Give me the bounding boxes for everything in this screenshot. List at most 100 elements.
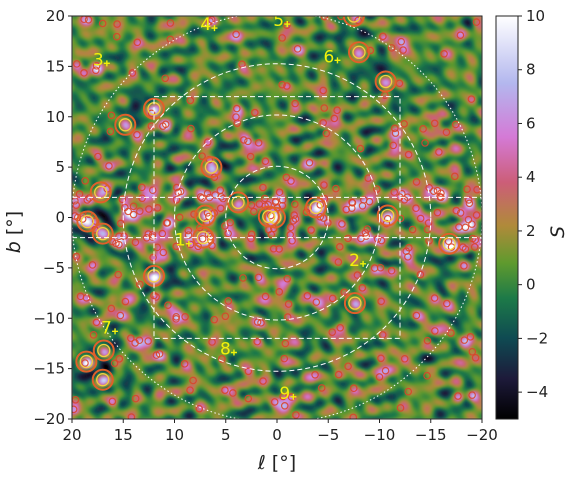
faint-source-marker: [187, 124, 195, 133]
y-tick-label: −20: [33, 410, 65, 428]
faint-source-marker: [456, 31, 465, 40]
source-label: 8: [220, 340, 231, 360]
colorbar-title: S: [547, 226, 569, 238]
colorbar-gradient: [496, 16, 518, 419]
faint-source-marker: [149, 253, 157, 262]
faint-source-marker: [110, 359, 119, 368]
faint-source-marker: [72, 60, 81, 68]
faint-source-marker: [366, 46, 375, 55]
region-box: [153, 96, 401, 339]
faint-source-marker: [129, 202, 138, 211]
bright-source-halo: [194, 204, 217, 227]
y-tick-label: 10: [46, 108, 65, 126]
faint-source-marker: [244, 137, 252, 146]
faint-source-marker: [465, 199, 474, 208]
faint-source-marker: [207, 16, 216, 24]
faint-source-marker: [147, 109, 156, 118]
faint-source-marker: [419, 125, 427, 133]
faint-source-marker: [447, 329, 455, 337]
faint-source-marker: [312, 298, 321, 306]
faint-source-marker: [138, 194, 146, 203]
faint-source-marker: [78, 215, 87, 223]
faint-source-marker: [142, 233, 151, 242]
faint-source-marker: [317, 384, 326, 392]
faint-source-marker: [94, 152, 102, 161]
faint-source-marker: [423, 371, 431, 380]
faint-source-marker: [330, 114, 339, 123]
faint-source-marker: [261, 194, 269, 203]
faint-source-marker: [390, 188, 399, 196]
faint-source-marker: [106, 127, 115, 136]
bright-source-ring: [97, 343, 111, 358]
region-overlays: [72, 16, 482, 419]
labeled-source-marker: [112, 328, 119, 335]
faint-source-marker: [186, 386, 194, 394]
faint-source-marker: [195, 404, 204, 413]
radius-circle: [122, 63, 432, 372]
faint-source-marker: [186, 240, 195, 249]
faint-source-marker: [172, 195, 181, 204]
faint-source-marker: [115, 355, 124, 363]
faint-source-marker: [344, 234, 352, 243]
faint-source-marker: [396, 404, 405, 412]
faint-source-marker: [255, 200, 264, 208]
faint-source-marker: [416, 214, 425, 223]
radius-circle: [174, 114, 380, 321]
labeled-source-marker: [360, 260, 367, 267]
faint-source-marker: [353, 271, 362, 279]
faint-source-marker: [131, 394, 140, 403]
faint-source-marker: [377, 236, 386, 245]
colorbar-tick-label: 8: [526, 61, 536, 79]
faint-source-marker: [113, 32, 121, 41]
colorbar-tick-label: 0: [526, 276, 536, 294]
bright-source-ring: [118, 118, 132, 132]
colorbar-tick-label: 4: [526, 168, 536, 186]
faint-source-marker: [218, 355, 226, 363]
faint-source-marker: [152, 351, 161, 359]
faint-source-marker: [322, 129, 331, 138]
faint-source-marker: [460, 262, 468, 270]
y-tick-label: −10: [33, 309, 65, 327]
faint-source-marker: [144, 337, 152, 345]
faint-source-marker: [433, 208, 442, 217]
faint-source-marker: [129, 210, 138, 219]
faint-source-marker: [463, 185, 471, 193]
faint-source-marker: [219, 194, 227, 203]
bright-source-halo: [342, 16, 365, 27]
faint-source-marker: [389, 141, 398, 150]
faint-source-marker: [180, 360, 189, 368]
bright-source-ring: [378, 74, 393, 89]
faint-source-marker: [98, 19, 107, 28]
faint-source-marker: [138, 183, 146, 192]
faint-source-marker: [221, 312, 230, 321]
faint-source-marker: [316, 201, 325, 209]
bright-source-ring: [96, 373, 110, 387]
faint-source-marker: [430, 119, 439, 128]
labeled-source-marker: [211, 25, 218, 32]
faint-source-marker: [261, 157, 270, 166]
faint-source-marker: [89, 331, 98, 339]
faint-source-marker: [181, 312, 189, 321]
faint-source-marker: [348, 204, 356, 212]
faint-source-marker: [275, 245, 283, 253]
y-tick-label: 5: [55, 158, 65, 176]
colorbar-tick-label: 10: [526, 7, 545, 25]
faint-source-marker: [251, 108, 259, 117]
faint-source-marker: [442, 299, 451, 308]
faint-source-marker: [112, 239, 120, 248]
faint-source-marker: [184, 231, 193, 239]
faint-source-marker: [442, 128, 451, 137]
source-label: 2: [349, 251, 360, 271]
faint-source-marker: [305, 158, 314, 167]
faint-source-marker: [184, 226, 193, 235]
x-tick-label: 10: [165, 426, 184, 444]
faint-source-marker: [470, 243, 479, 251]
faint-source-marker: [72, 201, 81, 209]
faint-source-marker: [320, 104, 329, 112]
faint-source-marker: [451, 172, 459, 181]
faint-source-marker: [116, 311, 125, 320]
faint-source-marker: [377, 354, 385, 363]
faint-source-marker: [358, 284, 367, 292]
faint-source-marker: [332, 184, 340, 193]
faint-source-marker: [206, 17, 214, 25]
